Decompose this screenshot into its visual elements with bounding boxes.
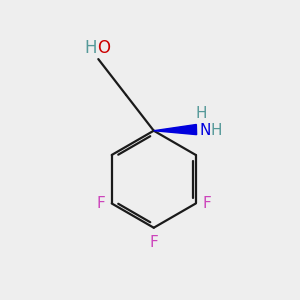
Text: H: H (210, 123, 222, 138)
Text: H: H (85, 39, 97, 57)
Text: O: O (97, 39, 110, 57)
Text: F: F (96, 196, 105, 211)
Text: F: F (203, 196, 212, 211)
Polygon shape (154, 124, 196, 135)
Text: F: F (149, 235, 158, 250)
Text: N: N (200, 123, 211, 138)
Text: H: H (195, 106, 207, 122)
